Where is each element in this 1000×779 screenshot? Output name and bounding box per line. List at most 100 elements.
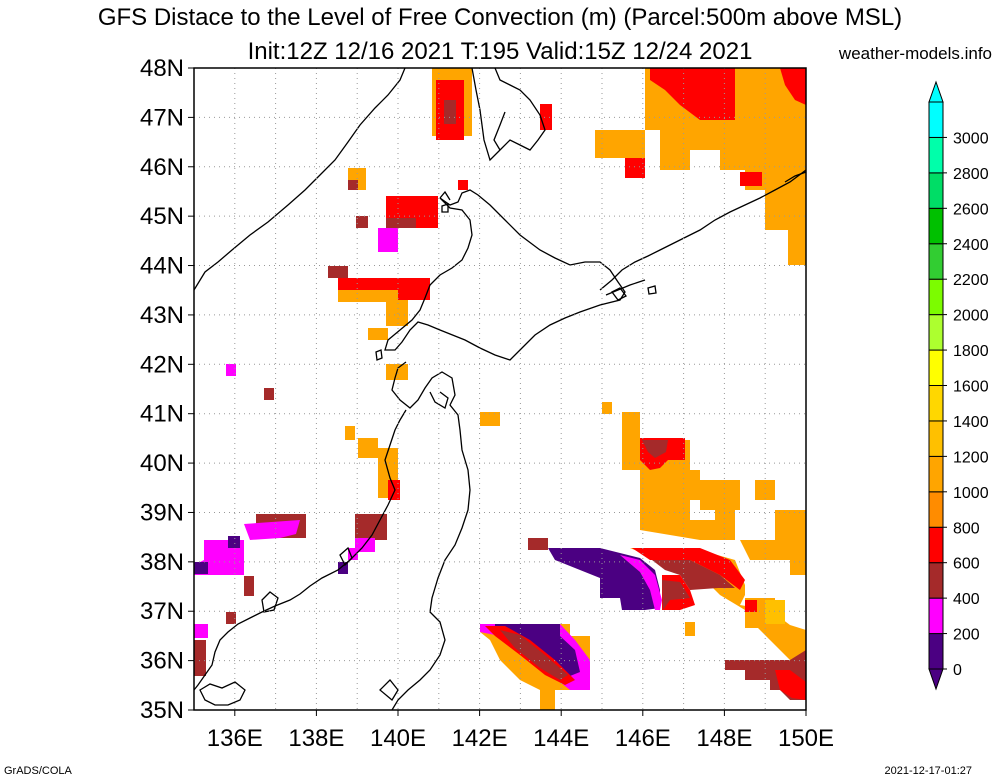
field-patch xyxy=(444,100,456,124)
colorbar-label: 2800 xyxy=(953,166,989,183)
field-patch xyxy=(650,68,735,120)
field-patch xyxy=(356,216,368,228)
lon-tick-label: 144E xyxy=(533,725,589,752)
field-patch xyxy=(194,562,208,574)
lat-tick-label: 40N xyxy=(140,450,184,477)
field-patch xyxy=(378,228,398,252)
coastline-noto xyxy=(261,591,279,613)
field-patch xyxy=(685,622,695,636)
colorbar-label: 400 xyxy=(953,591,980,608)
colorbar-label: 1800 xyxy=(953,343,989,360)
coastline-honshu xyxy=(391,361,471,710)
field-patch xyxy=(662,580,690,610)
field-patch xyxy=(358,438,378,458)
colorbar-swatch xyxy=(928,136,944,174)
coastline-rishiri xyxy=(441,203,449,213)
colorbar-label: 200 xyxy=(953,627,980,644)
colorbar-swatch xyxy=(928,597,944,635)
longitude-labels: 136E 138E 140E 142E 144E 146E 148E 150E xyxy=(207,710,834,752)
colorbar-swatch xyxy=(928,526,944,564)
field-patch xyxy=(595,130,645,158)
coastline-sakhalin xyxy=(471,68,546,162)
coastline-honshu-west xyxy=(194,409,407,691)
colorbar-swatch xyxy=(928,385,944,422)
field-patch xyxy=(765,600,785,624)
colorbar-label: 2400 xyxy=(953,237,989,254)
field-patch xyxy=(386,300,408,326)
field-patch xyxy=(620,555,662,610)
field-patch xyxy=(528,538,548,550)
coastline-kurils xyxy=(599,169,806,291)
lat-tick-label: 48N xyxy=(140,55,184,82)
coastline-peninsula xyxy=(429,391,449,409)
latitude-labels: 48N 47N 46N 45N 44N 43N 42N 41N 40N 39N 38N 37N 36N 3… xyxy=(140,55,194,724)
lat-tick-label: 41N xyxy=(140,401,184,428)
colorbar-top-arrow xyxy=(928,80,944,103)
lon-tick-label: 136E xyxy=(207,725,263,752)
field-patch xyxy=(632,548,745,590)
coastline-continent xyxy=(194,68,406,291)
lon-tick-label: 138E xyxy=(288,725,344,752)
field-patch xyxy=(642,440,668,458)
coastlines xyxy=(194,68,806,710)
field-patch xyxy=(652,560,735,590)
coastline-iturup xyxy=(611,287,627,301)
colorbar-label: 2200 xyxy=(953,272,989,289)
field-patch xyxy=(602,402,612,414)
colorbar-label: 1000 xyxy=(953,485,989,502)
field-patch xyxy=(540,104,552,130)
graticule xyxy=(194,68,806,710)
coastline-okushiri xyxy=(375,349,383,361)
field-patch xyxy=(194,624,208,638)
colorbar-label: 0 xyxy=(953,662,962,679)
colorbar-swatch xyxy=(928,455,944,493)
field-patch xyxy=(338,562,348,574)
field-patch xyxy=(244,576,254,596)
field-patch xyxy=(388,480,400,500)
footer-software: GrADS/COLA xyxy=(4,765,72,777)
chart-title: GFS Distace to the Level of Free Convect… xyxy=(97,4,903,31)
colorbar-swatch xyxy=(928,633,944,670)
lat-tick-label: 42N xyxy=(140,351,184,378)
colorbar-swatch xyxy=(928,420,944,457)
lon-tick-label: 148E xyxy=(696,725,752,752)
coastline-shikotan xyxy=(647,285,657,295)
field-patch xyxy=(368,328,388,340)
lat-tick-label: 39N xyxy=(140,499,184,526)
lat-tick-label: 44N xyxy=(140,253,184,280)
colorbar-swatch xyxy=(928,172,944,209)
plot-frame xyxy=(193,67,807,711)
convection-field xyxy=(194,68,806,710)
field-patch xyxy=(386,218,416,228)
colorbar-label: 1600 xyxy=(953,379,989,396)
colorbar-label: 3000 xyxy=(953,130,989,147)
chart-subtitle: Init:12Z 12/16 2021 T:195 Valid:15Z 12/2… xyxy=(247,38,753,65)
coastline-islet xyxy=(439,190,451,201)
colorbar-bottom-arrow xyxy=(928,668,944,691)
field-patch xyxy=(328,266,348,278)
lon-tick-label: 142E xyxy=(452,725,508,752)
field-patch xyxy=(745,600,757,612)
field-patch xyxy=(480,412,500,426)
lat-tick-label: 45N xyxy=(140,203,184,230)
lat-tick-label: 35N xyxy=(140,697,184,724)
field-patch xyxy=(264,388,274,400)
lat-tick-label: 37N xyxy=(140,598,184,625)
lat-tick-label: 43N xyxy=(140,302,184,329)
colorbar-label: 600 xyxy=(953,556,980,573)
field-patch xyxy=(338,290,398,302)
field-patch xyxy=(755,480,775,500)
field-patch xyxy=(780,68,806,105)
field-patch xyxy=(500,630,568,680)
site-label: weather-models.info xyxy=(838,44,992,63)
field-patch xyxy=(345,426,355,440)
colorbar: 0 200 400 600 800 1000 1200 1400 1600 1800 2000 220… xyxy=(928,80,989,691)
colorbar-label: 2600 xyxy=(953,201,989,218)
colorbar-label: 1200 xyxy=(953,449,989,466)
field-patch xyxy=(226,612,236,624)
colorbar-swatch xyxy=(928,314,944,351)
footer-timestamp: 2021-12-17-01:27 xyxy=(884,765,972,777)
lon-tick-label: 150E xyxy=(778,725,834,752)
